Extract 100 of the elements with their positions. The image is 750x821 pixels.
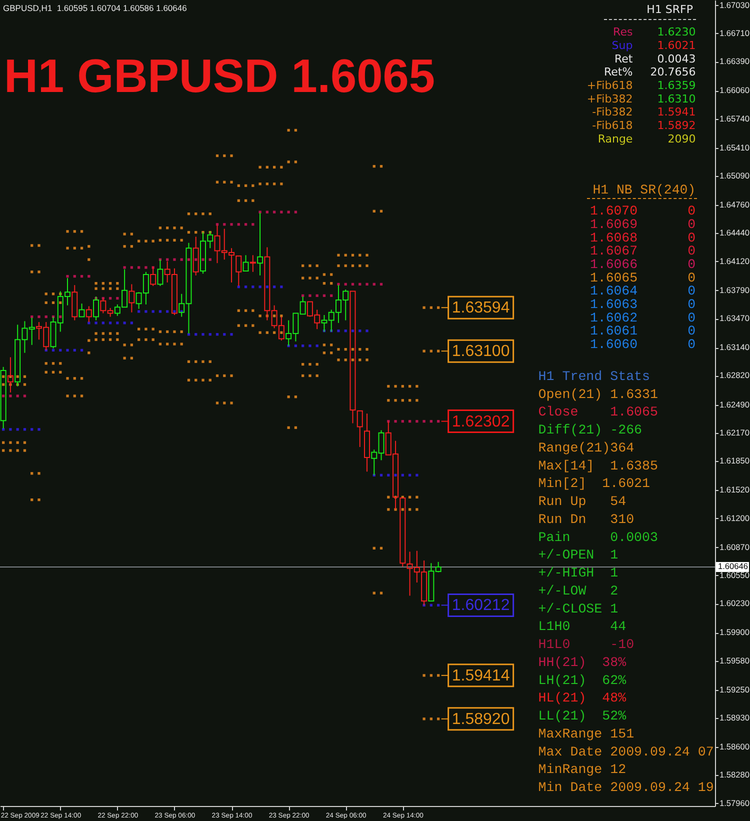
point bbox=[66, 246, 69, 250]
annotation: H1 Trend Stats bbox=[538, 369, 650, 384]
point bbox=[88, 322, 90, 324]
point bbox=[422, 306, 426, 309]
point bbox=[408, 508, 412, 511]
point bbox=[173, 226, 176, 230]
y-tick-label: 1.63470 bbox=[720, 313, 750, 324]
y-tick-label: 1.66710 bbox=[720, 28, 750, 38]
annotation: Run Up 54 bbox=[538, 494, 626, 510]
point bbox=[144, 328, 148, 330]
annotation: MaxRange 151 bbox=[538, 726, 634, 742]
annotation: HH(21) 38% bbox=[538, 654, 626, 670]
point bbox=[230, 333, 233, 336]
y-tick-label: 1.62820 bbox=[720, 370, 750, 380]
annotation: Open(21) 1.6331 bbox=[538, 386, 658, 402]
point bbox=[337, 282, 340, 286]
point bbox=[94, 282, 98, 285]
annotation: +/-LOW 2 bbox=[538, 583, 618, 598]
annotation: MinRange 12 bbox=[538, 762, 626, 778]
annotation: Min[2] 1.6021 bbox=[538, 476, 650, 492]
annotation: +Fib382 bbox=[586, 92, 633, 106]
point bbox=[287, 210, 290, 214]
point bbox=[144, 266, 148, 269]
point bbox=[144, 310, 148, 313]
text: H1 GBPUSD 1.6065 bbox=[4, 49, 436, 102]
point bbox=[258, 210, 262, 214]
point bbox=[280, 210, 283, 214]
y-tick-label: 1.66060 bbox=[720, 85, 750, 96]
annotation: LL(21) 52% bbox=[538, 708, 626, 724]
point bbox=[158, 342, 162, 346]
point bbox=[337, 358, 340, 362]
point bbox=[416, 508, 418, 511]
point bbox=[94, 322, 98, 324]
chart-subtitle: GBPUSD,H1 1.60595 1.60704 1.60586 1.60646 bbox=[3, 3, 188, 13]
annotation: 1.63594 bbox=[452, 300, 510, 317]
annotation: 1.6061 bbox=[590, 324, 638, 339]
y-tick-label: 1.60230 bbox=[720, 598, 750, 608]
point bbox=[116, 322, 119, 324]
annotation: Ret% bbox=[604, 66, 633, 79]
annotation: 0 bbox=[688, 310, 696, 326]
point bbox=[280, 286, 283, 288]
y-tick-label: 1.64440 bbox=[720, 228, 750, 238]
annotation: Res bbox=[613, 26, 633, 39]
annotation: Close 1.6065 bbox=[538, 404, 658, 420]
annotation: H1 SRFP bbox=[646, 3, 694, 16]
annotation: 1.6068 bbox=[590, 230, 638, 246]
point bbox=[137, 266, 140, 269]
annotation: 0.0043 bbox=[657, 52, 696, 66]
point bbox=[130, 322, 134, 324]
annotation: 1.6065 bbox=[590, 270, 638, 286]
point bbox=[66, 230, 69, 233]
point bbox=[108, 332, 112, 335]
point bbox=[94, 338, 98, 341]
point bbox=[366, 254, 368, 256]
point bbox=[287, 426, 290, 429]
annotation: Pain 0.0003 bbox=[538, 530, 658, 545]
point bbox=[280, 314, 283, 318]
point bbox=[38, 315, 40, 318]
annotation: 0 bbox=[688, 284, 696, 299]
annotation: -Fib618 bbox=[592, 119, 633, 132]
point bbox=[308, 374, 312, 378]
point bbox=[394, 474, 397, 476]
point bbox=[9, 394, 12, 398]
point bbox=[387, 508, 390, 511]
point bbox=[366, 282, 368, 286]
point bbox=[223, 402, 226, 404]
y-tick-label: 1.64120 bbox=[720, 256, 750, 266]
point bbox=[9, 441, 12, 444]
annotation: H1 NB SR(240) bbox=[592, 182, 696, 198]
point bbox=[130, 266, 134, 269]
y-tick-label: 1.59250 bbox=[720, 684, 750, 694]
annotation: 1.6021 bbox=[657, 39, 696, 52]
point bbox=[2, 383, 5, 386]
y-tick-label: 1.58930 bbox=[720, 712, 750, 723]
point bbox=[216, 402, 219, 404]
point bbox=[422, 350, 426, 352]
y-tick-label: 1.62490 bbox=[720, 399, 750, 410]
point bbox=[272, 210, 276, 214]
point bbox=[158, 310, 162, 313]
point bbox=[123, 232, 126, 236]
y-tick-label: 1.65410 bbox=[720, 142, 750, 152]
annotation: 1.5941 bbox=[657, 106, 696, 119]
point bbox=[123, 266, 126, 269]
point bbox=[173, 330, 176, 334]
y-tick-label: 1.63140 bbox=[720, 342, 750, 352]
annotation: 0 bbox=[688, 230, 696, 246]
point bbox=[38, 270, 40, 274]
point bbox=[280, 331, 283, 334]
point bbox=[287, 396, 290, 398]
point bbox=[38, 498, 40, 502]
point bbox=[123, 322, 126, 324]
point bbox=[366, 330, 368, 332]
point bbox=[66, 394, 69, 398]
point bbox=[308, 264, 312, 268]
annotation: +Fib618 bbox=[586, 79, 633, 92]
point bbox=[337, 254, 340, 256]
annotation: 1.6070 bbox=[590, 204, 638, 219]
point bbox=[287, 160, 290, 164]
annotation: 1.6069 bbox=[590, 217, 638, 232]
annotation: 2090 bbox=[668, 132, 696, 146]
